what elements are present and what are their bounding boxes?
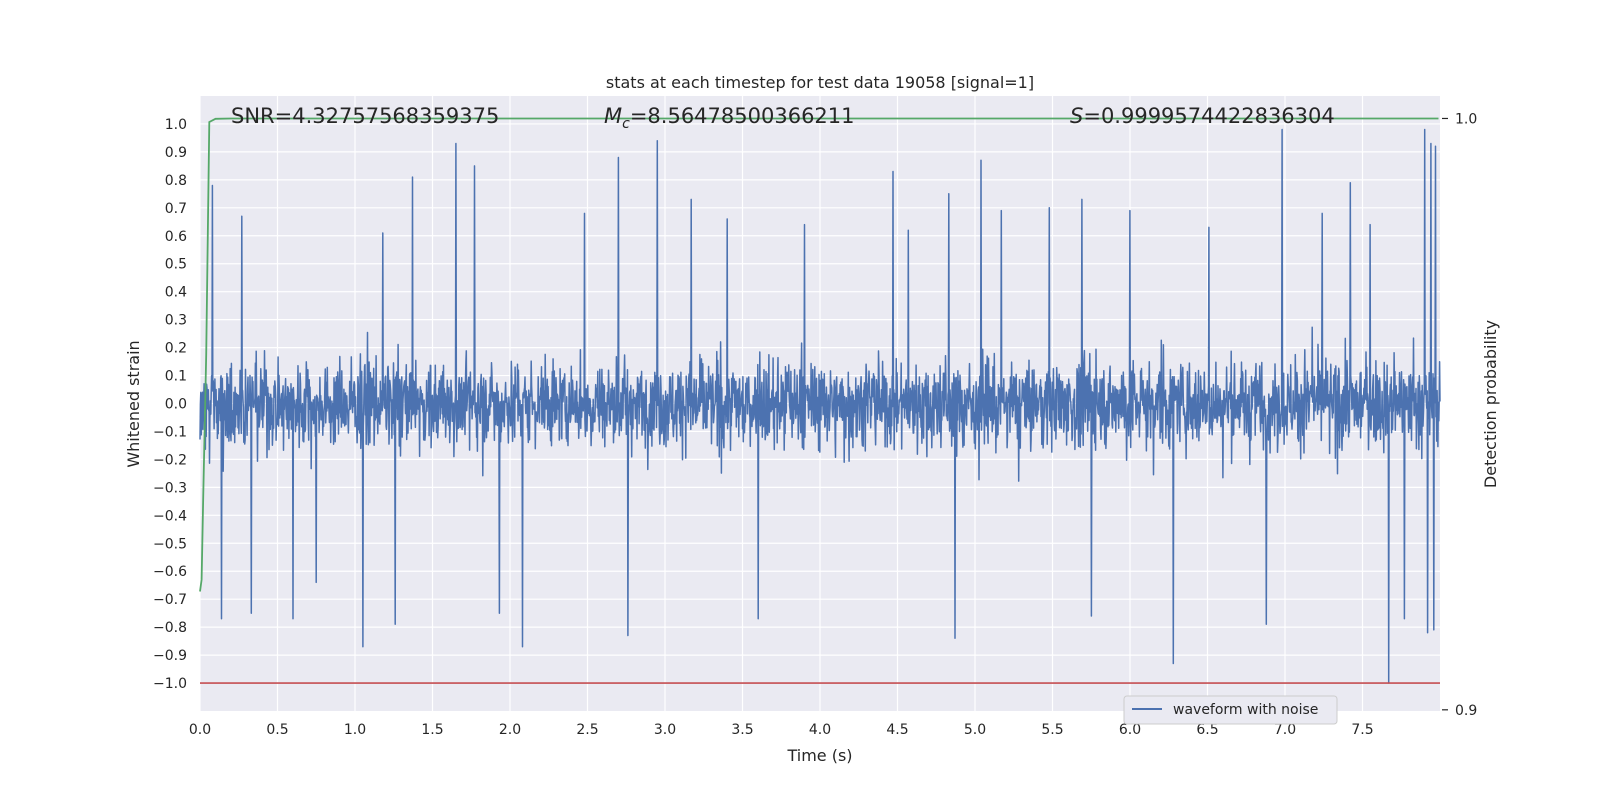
y-tick-label: 0.2 — [165, 341, 187, 357]
y-tick-label: −0.7 — [153, 592, 187, 608]
y-tick-label: −0.1 — [153, 424, 187, 440]
x-tick-label: 0.0 — [189, 722, 211, 738]
x-tick-label: 4.5 — [886, 722, 908, 738]
y-tick-label: 0.7 — [165, 201, 187, 217]
y-tick-label: −0.4 — [153, 508, 187, 524]
y-tick-label: 0.5 — [165, 257, 187, 273]
y-tick-label: 0.8 — [165, 173, 187, 189]
legend-entry: waveform with noise — [1173, 702, 1318, 718]
s-annotation: S=0.9999574422836304 — [1070, 104, 1335, 128]
x-tick-label: 1.0 — [344, 722, 366, 738]
y2-tick-label: 0.9 — [1455, 703, 1477, 719]
y2-axis-label: Detection probability — [1481, 320, 1500, 488]
x-axis-label: Time (s) — [786, 746, 852, 765]
snr-annotation: SNR=4.32757568359375 — [231, 104, 499, 128]
y-tick-label: −0.3 — [153, 480, 187, 496]
y-tick-label: −0.9 — [153, 648, 187, 664]
y-tick-label: 0.3 — [165, 313, 187, 329]
y-tick-label: 0.1 — [165, 369, 187, 385]
y-tick-label: −0.2 — [153, 452, 187, 468]
x-tick-label: 7.5 — [1351, 722, 1373, 738]
x-tick-label: 5.0 — [964, 722, 986, 738]
x-tick-label: 5.5 — [1041, 722, 1063, 738]
y2-tick-label: 1.0 — [1455, 111, 1477, 127]
chirp-mass-annotation: Mc=8.56478500366211 — [604, 104, 855, 132]
y-tick-label: −0.8 — [153, 620, 187, 636]
x-tick-label: 2.5 — [576, 722, 598, 738]
y-tick-label: 0.6 — [165, 229, 187, 245]
y-tick-label: 0.9 — [165, 145, 187, 161]
x-tick-label: 1.5 — [421, 722, 443, 738]
y-tick-label: 0.4 — [165, 285, 187, 301]
y-tick-label: 0.0 — [165, 397, 187, 413]
x-tick-label: 3.0 — [654, 722, 676, 738]
x-tick-label: 0.5 — [266, 722, 288, 738]
y-tick-label: 1.0 — [165, 117, 187, 133]
y-tick-label: −0.5 — [153, 536, 187, 552]
x-tick-label: 3.5 — [731, 722, 753, 738]
x-tick-label: 2.0 — [499, 722, 521, 738]
y-tick-label: −0.6 — [153, 564, 187, 580]
chart-title: stats at each timestep for test data 190… — [606, 73, 1034, 92]
y-tick-label: −1.0 — [153, 676, 187, 692]
legend: waveform with noise — [1124, 696, 1337, 724]
x-tick-label: 4.0 — [809, 722, 831, 738]
y-axis-label: Whitened strain — [124, 340, 143, 467]
